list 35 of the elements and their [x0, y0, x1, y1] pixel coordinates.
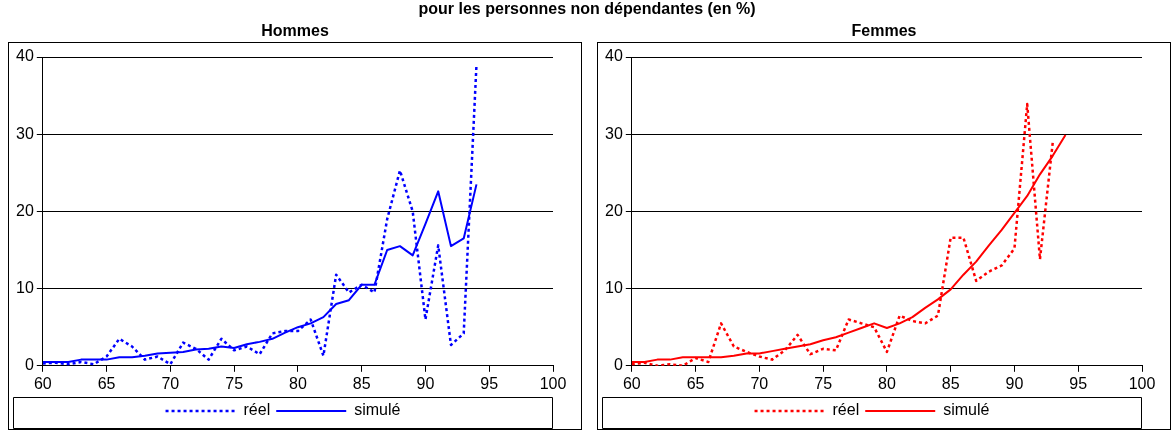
x-tick-label: 60: [622, 374, 641, 392]
y-tick-label: 30: [605, 124, 623, 142]
y-tick-label: 40: [16, 47, 34, 65]
x-tick-label: 65: [686, 374, 705, 392]
x-tick-label: 90: [416, 374, 435, 392]
x-tick-label: 70: [750, 374, 769, 392]
x-tick-label: 85: [352, 374, 371, 392]
y-tick-label: 0: [613, 356, 623, 374]
y-tick-label: 40: [605, 47, 623, 65]
text: pour les personnes non dépendantes (en %): [417, 0, 757, 18]
x-tick-label: 75: [225, 374, 244, 392]
x-tick-label: 75: [814, 374, 833, 392]
y-tick-label: 10: [605, 279, 623, 297]
chart-subtitle: Hommes: [260, 22, 330, 41]
legend-label: simulé: [943, 401, 990, 419]
x-tick-label: 95: [480, 374, 499, 392]
x-tick-label: 70: [161, 374, 180, 392]
x-tick-label: 65: [97, 374, 116, 392]
x-tick-label: 60: [33, 374, 52, 392]
x-tick-label: 100: [539, 374, 567, 392]
y-tick-label: 20: [16, 201, 34, 219]
y-tick-label: 20: [605, 201, 623, 219]
x-tick-label: 80: [878, 374, 896, 392]
x-tick-label: 85: [941, 374, 960, 392]
y-tick-label: 30: [16, 124, 34, 142]
legend-label: réel: [243, 401, 271, 419]
y-tick-label: 0: [24, 356, 34, 374]
legend-label: réel: [832, 401, 860, 419]
legend-label: simulé: [354, 401, 401, 419]
x-tick-label: 80: [289, 374, 307, 392]
x-tick-label: 100: [1128, 374, 1156, 392]
chart-title: Femmes: [850, 22, 918, 41]
x-tick-label: 90: [1005, 374, 1024, 392]
x-tick-label: 95: [1069, 374, 1088, 392]
y-tick-label: 10: [16, 279, 34, 297]
